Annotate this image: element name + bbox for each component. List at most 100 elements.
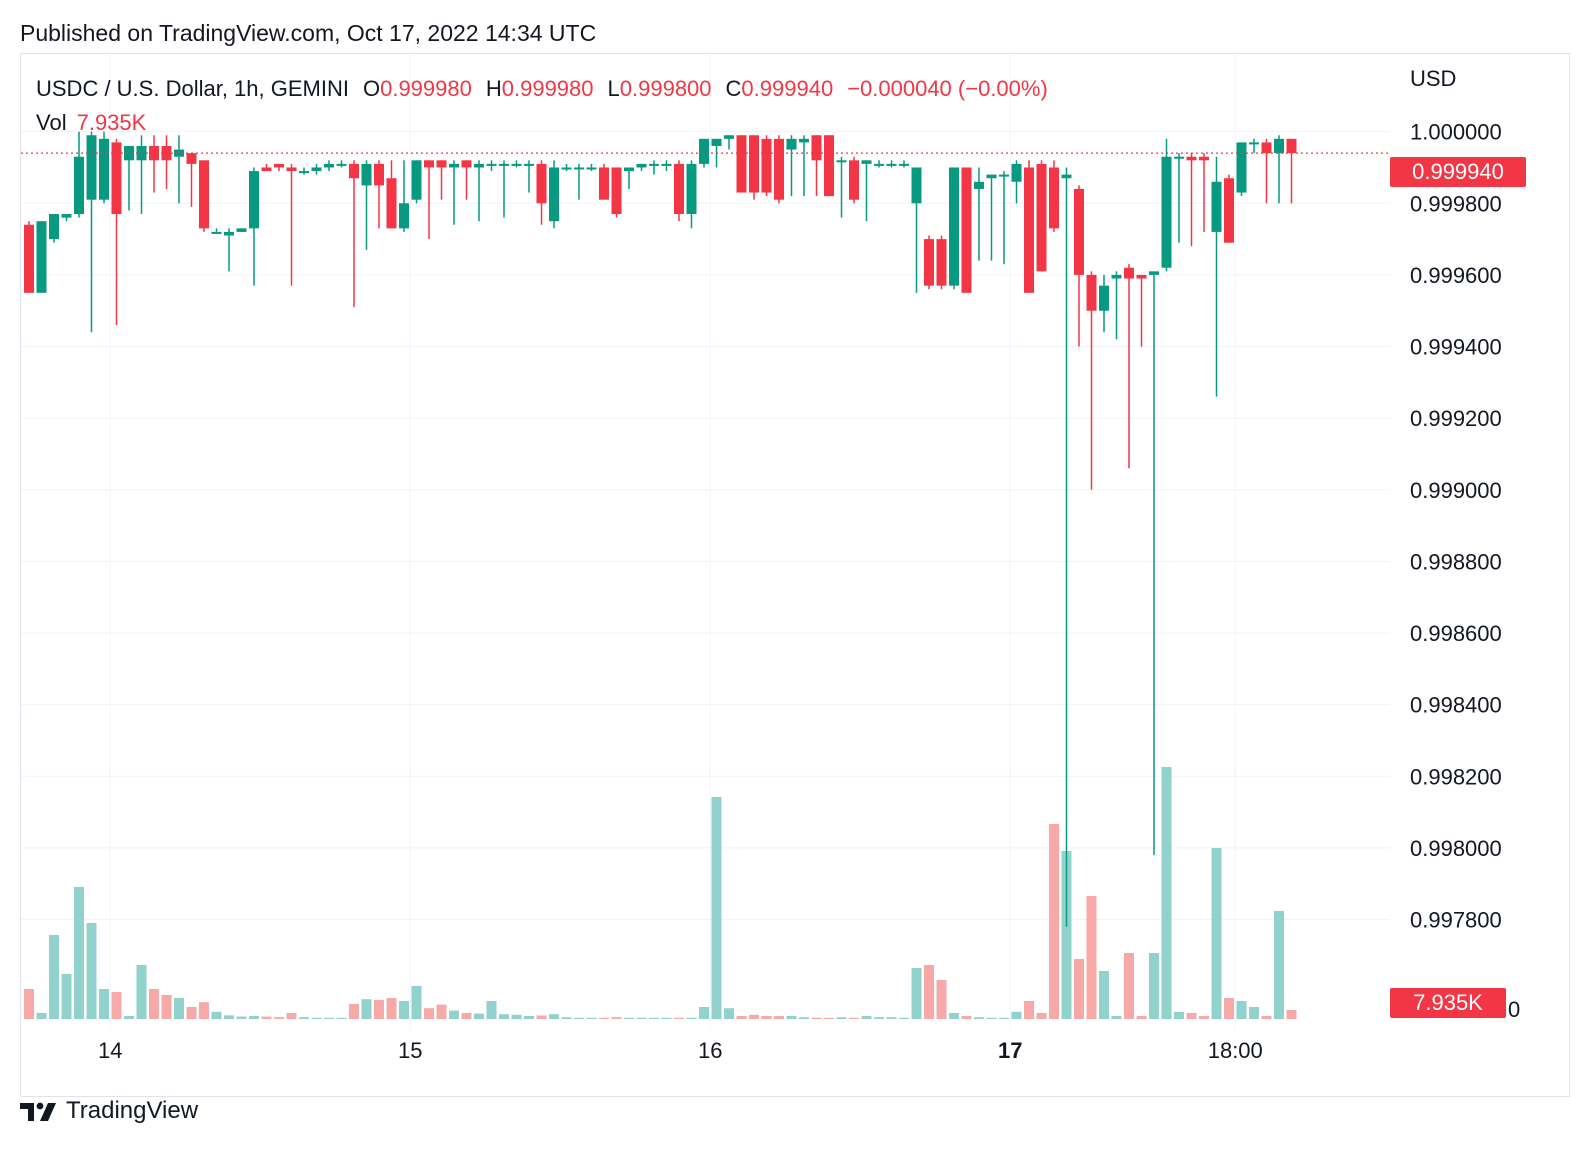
volume-bar (499, 1014, 509, 1019)
volume-bar (161, 995, 172, 1019)
volume-bar (1024, 1001, 1034, 1019)
candle-body (1074, 188, 1084, 275)
candle-body (961, 167, 972, 293)
volume-bar (1036, 1013, 1047, 1019)
volume-bar (24, 989, 34, 1019)
candle-body (974, 181, 984, 189)
volume-bar (136, 965, 147, 1019)
volume-bar (836, 1017, 847, 1019)
candle-body (711, 138, 722, 146)
volume-bar (411, 986, 422, 1019)
candle-body (99, 138, 109, 200)
volume-bar (899, 1017, 909, 1019)
candle-body (611, 167, 622, 215)
volume-bar (374, 999, 384, 1019)
volume-bar (1161, 767, 1172, 1019)
volume-bar (1011, 1011, 1022, 1019)
candle-body (1049, 167, 1059, 229)
candle-body (411, 160, 422, 200)
candle-body (386, 178, 397, 229)
candle-body (49, 214, 59, 240)
price-tick-label: 0.998200 (1410, 764, 1502, 789)
candle-body (249, 171, 259, 229)
volume-bar (61, 974, 72, 1019)
open-label: O (362, 76, 381, 101)
volume-bar (399, 1001, 409, 1019)
volume-bar (624, 1017, 634, 1019)
volume-bar (1186, 1013, 1197, 1019)
time-tick-label: 14 (98, 1038, 122, 1063)
volume-bar (661, 1017, 672, 1019)
candle-body (799, 138, 809, 143)
volume-bar (1199, 1016, 1209, 1019)
ohlc-legend: USDC / U.S. Dollar, 1h, GEMINI O0.999980 H… (36, 76, 1048, 102)
volume-bar (1099, 971, 1109, 1019)
volume-bar (724, 1008, 734, 1019)
volume-bar (799, 1017, 809, 1019)
open-value: 0.999980 (380, 76, 472, 101)
candle-body (786, 138, 797, 150)
candle-body (324, 163, 334, 168)
candle-body (1236, 142, 1247, 193)
time-tick-label: 15 (398, 1038, 422, 1063)
candle-body (36, 221, 47, 293)
price-tick-label: 0.998400 (1410, 693, 1502, 718)
volume-bar (1236, 1001, 1247, 1019)
candle-body (274, 163, 284, 168)
symbol-label[interactable]: USDC / U.S. Dollar, 1h, GEMINI (36, 76, 349, 101)
candle-body (224, 231, 234, 236)
candle-body (1149, 271, 1159, 275)
candle-body (549, 167, 559, 222)
volume-bar (1086, 896, 1097, 1019)
candle-body (499, 163, 509, 166)
candle-body (424, 160, 434, 168)
volume-bar (961, 1016, 972, 1019)
time-tick-label: 17 (998, 1038, 1022, 1063)
candle-body (586, 167, 597, 170)
volume-bar (599, 1017, 609, 1019)
volume-bar (1061, 851, 1072, 1019)
candle-body (1161, 156, 1172, 268)
candle-body (1211, 181, 1222, 232)
candle-body (849, 160, 859, 200)
volume-label: Vol (36, 110, 67, 135)
volume-bar (1049, 824, 1059, 1019)
tradingview-brand[interactable]: TradingView (20, 1096, 198, 1126)
volume-bar (611, 1017, 622, 1019)
time-tick-label: 18:00 (1208, 1038, 1263, 1063)
candle-body (1036, 163, 1047, 272)
volume-bar (174, 998, 184, 1019)
candle-body (836, 160, 847, 163)
candle-body (561, 167, 572, 170)
price-tick-label: 0.999600 (1410, 263, 1502, 288)
candle-body (1286, 138, 1297, 154)
volume-bar (486, 1001, 497, 1019)
volume-bar (699, 1007, 709, 1019)
candle-body (599, 167, 609, 200)
volume-bar (649, 1017, 659, 1019)
volume-bar (786, 1016, 797, 1019)
volume-bar (361, 999, 372, 1019)
volume-bar (561, 1017, 572, 1019)
currency-label[interactable]: USD (1410, 66, 1457, 91)
volume-bar (549, 1014, 559, 1019)
volume-bar (774, 1016, 784, 1019)
price-tick-label: 0.997800 (1410, 908, 1502, 933)
time-tick-label: 16 (698, 1038, 722, 1063)
candle-body (174, 149, 184, 157)
candle-body (1199, 156, 1209, 161)
price-tick-label: 0.999400 (1410, 335, 1502, 360)
chart-frame (20, 53, 1570, 1097)
volume-tag: 7.935K (1390, 988, 1506, 1018)
volume-bar (286, 1013, 297, 1019)
volume-bar (261, 1016, 272, 1019)
high-value: 0.999980 (501, 76, 594, 101)
candle-body (649, 163, 659, 166)
volume-bar (461, 1013, 472, 1019)
candle-body (624, 167, 634, 172)
low-label: L (607, 76, 620, 101)
volume-bar (636, 1017, 647, 1019)
candle-body (811, 135, 822, 161)
low-value: 0.999800 (619, 76, 712, 101)
